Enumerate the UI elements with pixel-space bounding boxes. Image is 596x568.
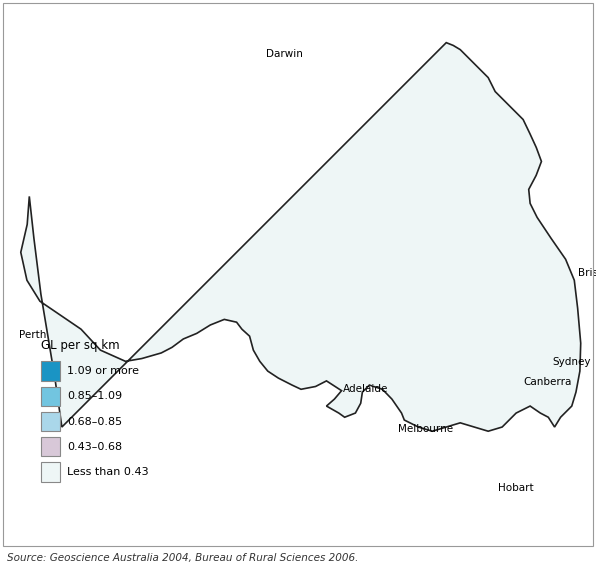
Bar: [41, 387, 60, 406]
Text: Source: Geoscience Australia 2004, Bureau of Rural Sciences 2006.: Source: Geoscience Australia 2004, Burea…: [7, 553, 359, 563]
Text: Hobart: Hobart: [498, 483, 534, 493]
Text: 1.09 or more: 1.09 or more: [67, 366, 139, 376]
Bar: [41, 462, 60, 482]
Text: Sydney: Sydney: [552, 357, 591, 367]
Text: Adelaide: Adelaide: [343, 384, 388, 394]
Text: 0.68–0.85: 0.68–0.85: [67, 416, 122, 427]
Bar: [41, 437, 60, 457]
Text: Perth: Perth: [18, 331, 46, 340]
Bar: [41, 412, 60, 431]
Text: Darwin: Darwin: [266, 49, 303, 59]
Polygon shape: [21, 43, 581, 431]
Text: Less than 0.43: Less than 0.43: [67, 467, 149, 477]
Text: 0.85–1.09: 0.85–1.09: [67, 391, 122, 402]
Text: 0.43–0.68: 0.43–0.68: [67, 442, 122, 452]
Text: Brisbane: Brisbane: [578, 268, 596, 278]
Text: Canberra: Canberra: [523, 377, 572, 387]
Text: Melbourne: Melbourne: [398, 424, 453, 435]
Bar: [41, 361, 60, 381]
Text: GL per sq km: GL per sq km: [41, 339, 120, 352]
